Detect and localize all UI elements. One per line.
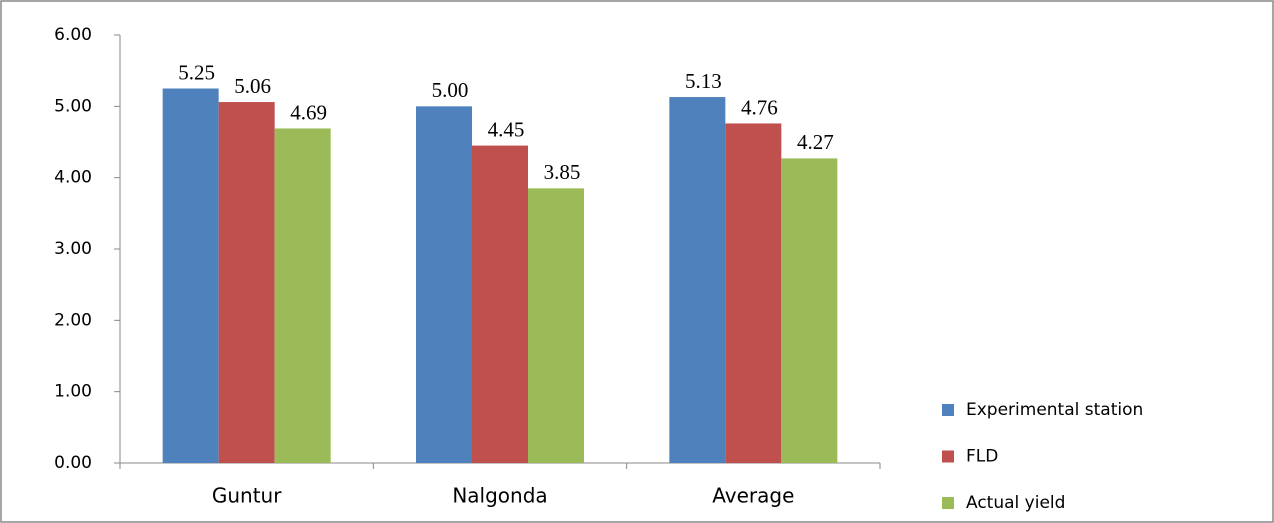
legend-swatch: [942, 404, 954, 416]
y-tick-label: 3.00: [54, 239, 92, 259]
legend-label: FLD: [966, 447, 998, 467]
legend-swatch: [942, 450, 954, 463]
x-tick-label: Average: [712, 484, 794, 508]
bar: [669, 97, 726, 463]
value-label: 5.13: [685, 69, 722, 93]
value-label: 4.69: [290, 100, 327, 124]
value-label: 4.76: [741, 95, 778, 119]
y-tick-label: 2.00: [54, 310, 92, 330]
bar: [725, 123, 782, 463]
x-tick-label: Nalgonda: [452, 484, 547, 508]
value-label: 5.00: [432, 78, 469, 102]
bar: [218, 102, 275, 463]
x-tick-label: Guntur: [212, 484, 282, 508]
legend-label: Experimental station: [966, 400, 1143, 420]
y-tick-label: 5.00: [54, 96, 92, 116]
value-label: 4.45: [488, 117, 525, 141]
bar: [162, 88, 219, 463]
value-label: 5.25: [178, 60, 215, 84]
bar: [416, 106, 472, 463]
y-tick-label: 0.00: [54, 453, 92, 473]
value-label: 5.06: [234, 74, 271, 98]
y-tick-label: 6.00: [54, 25, 92, 45]
bar: [781, 158, 838, 463]
bar: [274, 128, 331, 464]
legend-swatch: [942, 497, 954, 509]
y-tick-label: 1.00: [54, 382, 92, 402]
bar: [472, 145, 528, 464]
bar: [528, 188, 584, 463]
value-label: 4.27: [797, 130, 834, 154]
value-label: 3.85: [544, 160, 581, 184]
legend-label: Actual yield: [966, 493, 1065, 513]
y-tick-label: 4.00: [54, 168, 92, 188]
